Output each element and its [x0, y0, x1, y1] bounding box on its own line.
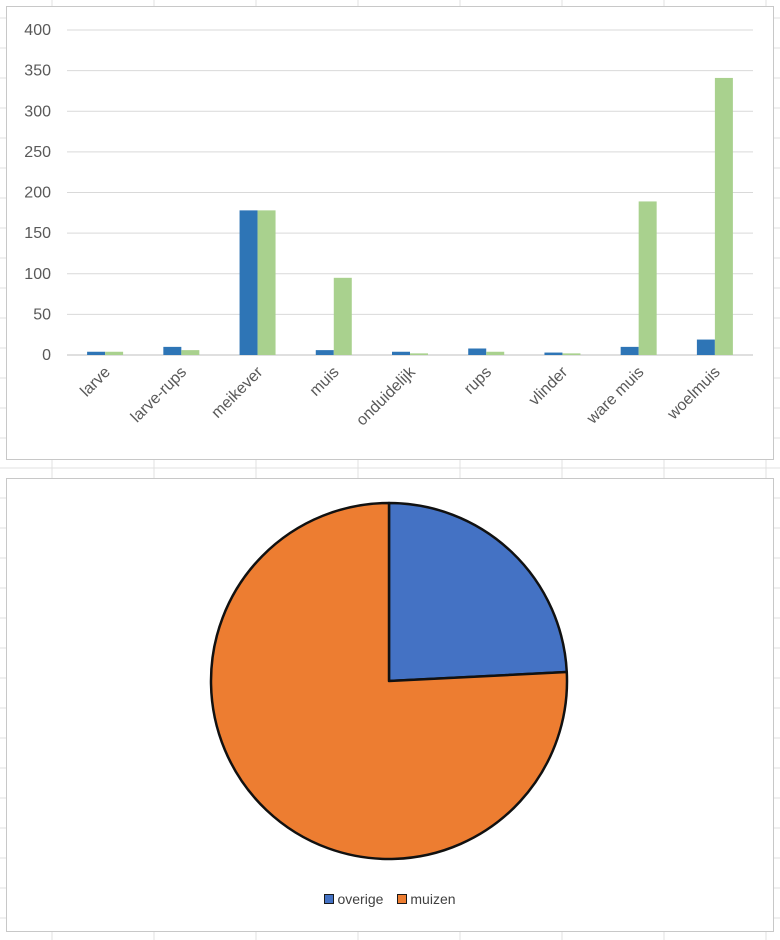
bar-meikever-series-1[interactable] [239, 210, 258, 355]
legend-label-overige: overige [337, 891, 384, 907]
legend-item-overige: overige [324, 891, 383, 907]
x-tick-label: onduidelijk [353, 363, 419, 429]
bar-chart-plot: 0 50 100 150 200 250 300 350 400 larve larve-rups m… [24, 22, 753, 429]
x-tick-label: woelmuis [664, 364, 724, 424]
pie-slice-muizen[interactable] [209, 501, 569, 861]
y-tick-label: 0 [42, 347, 51, 364]
legend-swatch-muizen [397, 894, 408, 904]
bar-ware-muis-series-2[interactable] [638, 201, 657, 355]
bar-larve-series-1[interactable] [87, 351, 106, 355]
x-tick-label: muis [307, 364, 343, 400]
pie-chart-plot [209, 501, 569, 861]
bar-larve-rups-series-1[interactable] [163, 346, 182, 355]
bar-muis-series-1[interactable] [315, 350, 334, 355]
bar-ware-muis-series-1[interactable] [620, 346, 639, 355]
x-tick-label: vlinder [526, 363, 572, 409]
x-tick-label: meikever [208, 363, 266, 421]
bar-woelmuis-series-1[interactable] [696, 339, 715, 355]
bar-meikever-series-2[interactable] [257, 210, 276, 355]
x-tick-label: ware muis [583, 364, 647, 428]
pie-legend: overige muizen [7, 891, 773, 907]
bar-onduidelijk-series-1[interactable] [392, 351, 410, 355]
pie-chart[interactable]: overige muizen [6, 478, 774, 932]
legend-label-muizen: muizen [410, 891, 456, 907]
bar-larve-series-2[interactable] [105, 351, 124, 355]
pie-slice-overige[interactable] [387, 501, 569, 683]
y-tick-label: 50 [33, 306, 51, 323]
x-tick-label: larve [77, 364, 114, 401]
y-tick-label: 300 [24, 103, 51, 120]
y-tick-label: 250 [24, 144, 51, 161]
bar-rups-series-1[interactable] [468, 348, 487, 356]
bar-chart[interactable]: 0 50 100 150 200 250 300 350 400 larve larve-rups m… [6, 6, 774, 460]
bar-woelmuis-series-2[interactable] [714, 77, 733, 355]
x-tick-label: rups [461, 364, 495, 398]
y-tick-label: 400 [24, 22, 51, 39]
bar-vlinder-series-2[interactable] [562, 353, 581, 355]
bar-rups-series-2[interactable] [486, 351, 505, 355]
bar-larve-rups-series-2[interactable] [181, 350, 200, 355]
bar-onduidelijk-series-2[interactable] [410, 353, 428, 355]
legend-swatch-overige [324, 894, 335, 904]
y-tick-label: 150 [24, 225, 51, 242]
y-tick-label: 100 [24, 266, 51, 283]
bar-vlinder-series-1[interactable] [544, 352, 563, 355]
legend-item-muizen: muizen [397, 891, 456, 907]
y-tick-label: 200 [24, 185, 51, 202]
y-tick-label: 350 [24, 63, 51, 80]
x-tick-label: larve-rups [128, 364, 190, 426]
bar-muis-series-2[interactable] [333, 277, 352, 355]
